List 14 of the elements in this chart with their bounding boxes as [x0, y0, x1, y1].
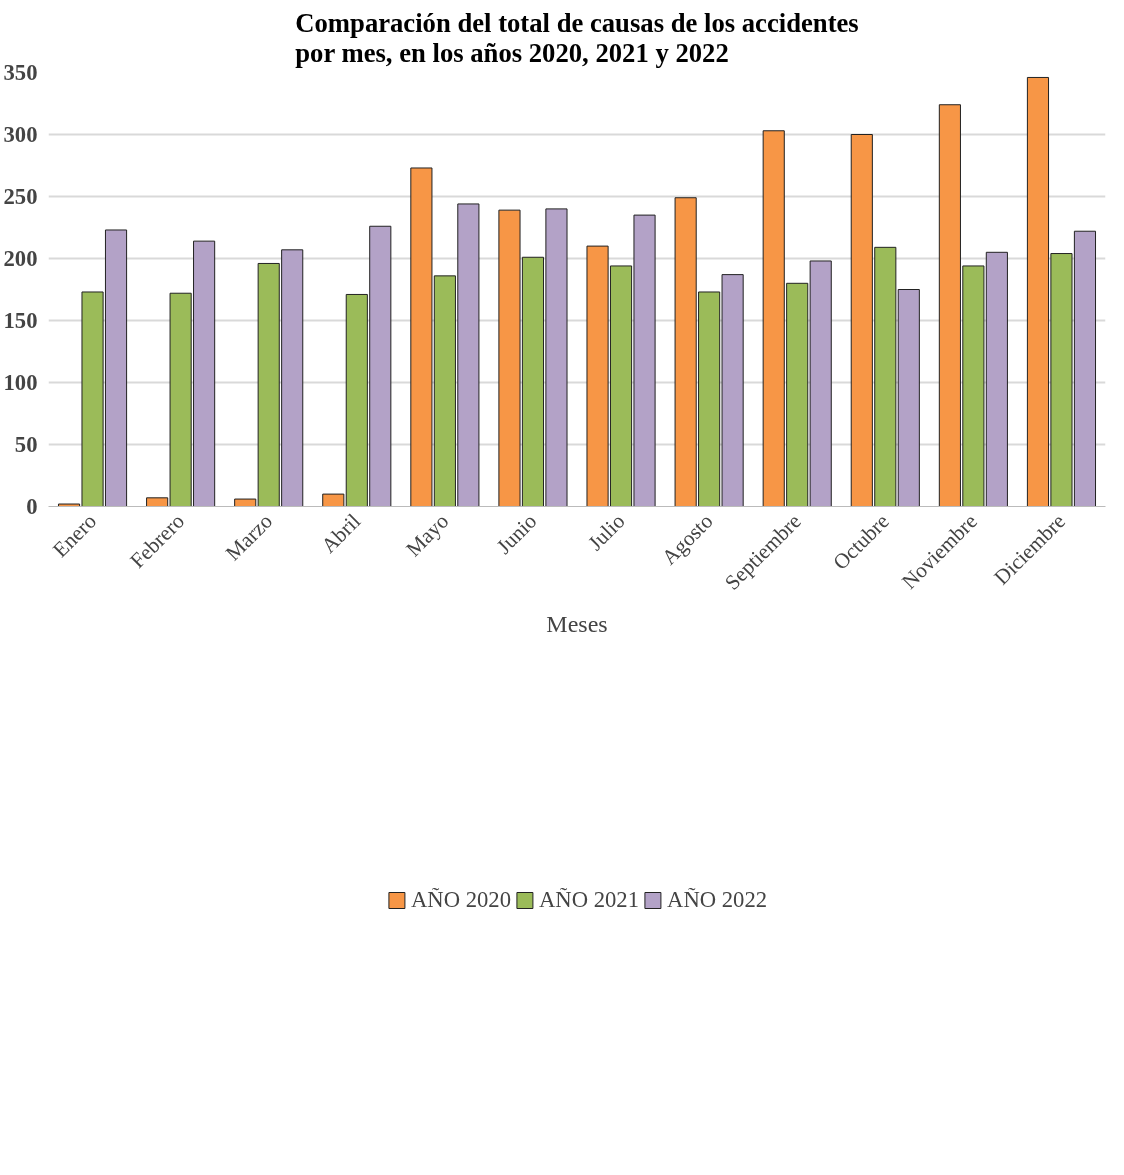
y-tick-label: 50	[14, 432, 38, 457]
y-tick-label: 0	[26, 494, 38, 519]
x-axis-title: Meses	[546, 611, 608, 638]
y-tick-label: 100	[3, 370, 38, 395]
chart-title: Comparación del total de causas de los accidentes por mes, en los años 2020, 2021 y 2022	[295, 7, 859, 68]
y-tick-label: 350	[3, 60, 38, 85]
legend-label: AÑO 2020	[410, 887, 511, 913]
y-tick-label: 200	[3, 246, 38, 271]
y-tick-label: 250	[3, 184, 38, 209]
legend-label: AÑO 2022	[667, 887, 768, 913]
x-tick-label: Julio	[583, 509, 630, 556]
legend-label: AÑO 2021	[538, 887, 640, 913]
y-tick-label: 300	[3, 122, 38, 147]
y-tick-label: 150	[3, 308, 38, 333]
